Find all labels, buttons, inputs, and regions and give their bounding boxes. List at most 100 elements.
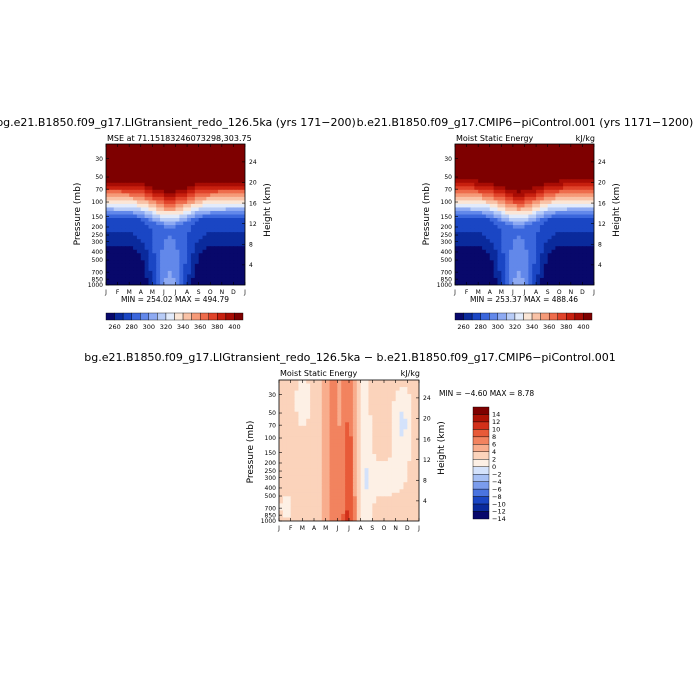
contour-cell <box>109 274 115 279</box>
contour-cell <box>121 158 126 163</box>
contour-cell <box>167 193 173 198</box>
contour-cell <box>314 489 319 494</box>
contour-cell <box>555 246 560 251</box>
contour-cell <box>109 281 115 285</box>
contour-cell <box>462 144 468 149</box>
contour-cell <box>210 172 215 177</box>
contour-cell <box>563 154 568 159</box>
contour-cell <box>352 401 358 406</box>
contour-cell <box>458 168 464 173</box>
x-tick-label: N <box>220 289 225 296</box>
contour-cell <box>233 172 238 177</box>
contour-cell <box>167 232 173 237</box>
contour-cell <box>574 154 580 159</box>
contour-cell <box>415 482 419 487</box>
contour-cell <box>341 397 346 402</box>
contour-cell <box>532 218 537 223</box>
colorbar-swatch <box>463 312 473 321</box>
contour-cell <box>286 457 292 462</box>
contour-cell <box>455 277 460 283</box>
contour-cell <box>574 267 580 272</box>
contour-cell <box>160 193 165 198</box>
contour-cell <box>352 439 358 445</box>
contour-cell <box>129 225 134 230</box>
contour-cell <box>329 422 335 427</box>
contour-cell <box>536 196 541 202</box>
colorbar-label: 300 <box>143 323 155 331</box>
contour-cell <box>411 401 416 406</box>
contour-cell <box>140 221 146 226</box>
contour-cell <box>415 436 419 441</box>
contour-cell <box>160 281 165 285</box>
contour-cell <box>217 151 223 156</box>
contour-cell <box>279 464 284 469</box>
contour-cell <box>345 517 350 521</box>
contour-cell <box>136 165 142 170</box>
contour-cell <box>190 210 196 216</box>
contour-cell <box>482 246 487 251</box>
contour-cell <box>117 235 123 240</box>
contour-cell <box>171 239 177 244</box>
contour-cell <box>345 482 350 487</box>
contour-cell <box>411 482 416 487</box>
contour-cell <box>395 429 401 434</box>
contour-cell <box>337 422 342 427</box>
contour-cell <box>493 182 499 187</box>
contour-cell <box>187 161 192 166</box>
contour-cell <box>187 274 192 279</box>
contour-cell <box>536 172 541 177</box>
contour-cell <box>233 267 238 272</box>
contour-cell <box>187 232 192 237</box>
contour-cell <box>341 450 346 455</box>
contour-cell <box>237 218 242 223</box>
contour-cell <box>489 239 495 244</box>
contour-cell <box>156 263 161 268</box>
contour-cell <box>384 387 389 392</box>
contour-cell <box>466 256 472 261</box>
contour-cell <box>578 277 584 283</box>
contour-cell <box>237 214 242 219</box>
contour-cell <box>129 182 134 187</box>
contour-cell <box>566 186 572 191</box>
contour-cell <box>109 207 115 212</box>
contour-cell <box>140 232 146 237</box>
contour-cell <box>171 172 177 177</box>
contour-cell <box>455 281 460 285</box>
contour-cell <box>183 228 188 233</box>
x-tick-label: O <box>208 289 213 296</box>
contour-cell <box>279 401 284 406</box>
contour-cell <box>493 193 499 198</box>
contour-cell <box>474 214 479 219</box>
contour-cell <box>210 168 215 173</box>
contour-cell <box>202 228 207 233</box>
contour-cell <box>478 225 483 230</box>
contour-cell <box>302 408 307 413</box>
contour-cell <box>364 513 370 519</box>
contour-cell <box>505 144 510 149</box>
contour-cell <box>501 207 506 212</box>
contour-cell <box>516 193 522 198</box>
contour-cell <box>156 207 161 212</box>
contour-cell <box>333 397 338 402</box>
contour-cell <box>356 475 362 480</box>
contour-cell <box>352 503 358 508</box>
contour-cell <box>582 228 587 233</box>
contour-cell <box>387 506 393 512</box>
contour-cell <box>547 242 553 247</box>
contour-cell <box>462 246 468 251</box>
contour-cell <box>190 175 196 180</box>
contour-cell <box>528 189 533 194</box>
contour-cell <box>539 175 545 180</box>
contour-cell <box>214 200 219 205</box>
contour-cell <box>237 249 242 254</box>
contour-cell <box>294 401 300 406</box>
contour-cell <box>133 161 138 166</box>
contour-cell <box>352 475 358 480</box>
contour-cell <box>368 482 373 487</box>
contour-cell <box>171 158 177 163</box>
contour-cell <box>148 235 153 240</box>
contour-cell <box>551 232 556 237</box>
contour-cell <box>360 468 366 473</box>
panel-1-stats: MIN = 254.02 MAX = 494.79 <box>121 295 229 304</box>
contour-cell <box>411 510 416 515</box>
